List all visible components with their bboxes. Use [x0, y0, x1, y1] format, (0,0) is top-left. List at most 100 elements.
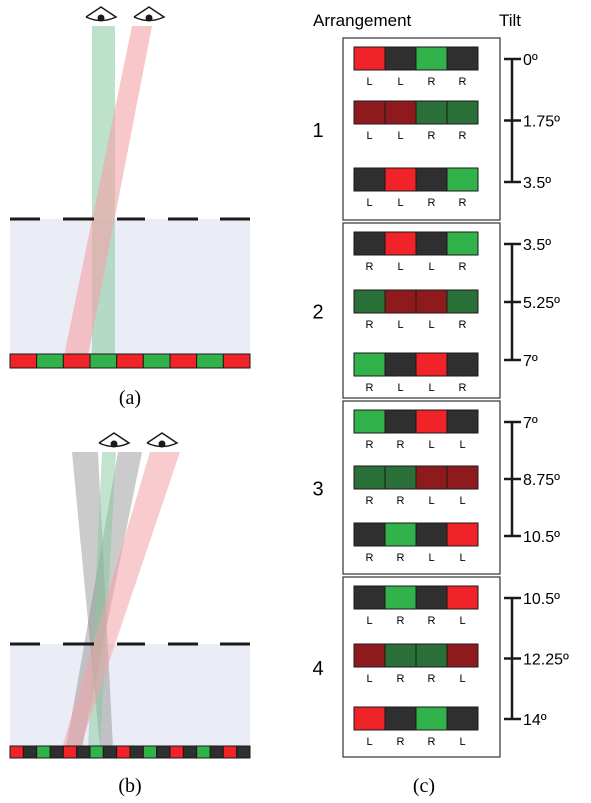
eye-side-letter: R — [428, 615, 436, 627]
eye-side-letter: L — [459, 615, 465, 627]
arrangement-cell — [354, 168, 385, 191]
arrangement-row: LLRR — [354, 101, 478, 142]
eye-side-letter: L — [428, 261, 434, 273]
strip-b-pixel — [103, 746, 116, 758]
arrangement-cell — [385, 232, 416, 255]
group-number: 4 — [312, 658, 323, 680]
strip-a-pixel — [143, 354, 170, 368]
arrangement-cell — [416, 410, 447, 433]
arrangement-cell — [354, 101, 385, 124]
panel-b: (b) — [10, 433, 250, 797]
eyes-b — [99, 433, 177, 448]
eye-side-letter: R — [366, 261, 374, 273]
strip-a-pixel — [223, 354, 250, 368]
strip-b-pixel — [130, 746, 143, 758]
slit-b-bar — [220, 643, 250, 646]
tilt-label: 8.75º — [523, 472, 560, 489]
eye-side-letter: R — [459, 382, 467, 394]
caption-b: (b) — [118, 775, 141, 797]
arrangement-cell — [416, 523, 447, 546]
eye-side-letter: R — [428, 197, 436, 209]
group-number: 3 — [312, 479, 323, 501]
arrangement-cell — [447, 168, 478, 191]
tilt-scale: 7º8.75º10.5º — [504, 415, 560, 546]
arrangement-cell — [385, 353, 416, 376]
arrangement-group: 2R L L RR L L RR L L R3.5º5.25º7º — [312, 223, 560, 398]
strip-b-pixel — [37, 746, 50, 758]
arrangement-cell — [447, 47, 478, 70]
caption-a: (a) — [119, 387, 141, 409]
strip-b-pixel — [223, 746, 236, 758]
arrangement-group: 4 L R R L L R R L L R R L 10.5º 12.25º 14º — [312, 577, 569, 757]
arrangement-cell — [416, 290, 447, 313]
arrangement-row: RRLL — [354, 523, 478, 564]
arrangement-cell — [416, 466, 447, 489]
strip-b-pixel — [183, 746, 196, 758]
strip-b-pixel — [23, 746, 36, 758]
eye-side-letter: L — [428, 319, 434, 331]
arrangement-cell — [354, 232, 385, 255]
eye-side-letter: R — [366, 495, 374, 507]
strip-a-pixel — [117, 354, 144, 368]
tilt-label: 0º — [523, 52, 538, 69]
eye-side-letter: R — [397, 552, 405, 564]
eye-side-letter: R — [459, 76, 467, 88]
tilt-label: 10.5º — [523, 591, 560, 608]
eye-icon — [99, 433, 129, 448]
eye-side-letter: R — [397, 495, 405, 507]
eye-side-letter: R — [428, 130, 436, 142]
tilt-label: 1.75º — [523, 114, 560, 131]
arrangement-cell — [385, 47, 416, 70]
strip-a-pixel — [37, 354, 64, 368]
arrangement-cell — [385, 586, 416, 609]
arrangement-cell — [385, 523, 416, 546]
strip-b-pixel — [10, 746, 23, 758]
arrangement-row: RRLL — [354, 466, 478, 507]
slit-a-bar — [117, 218, 145, 221]
tilt-label: 12.25º — [523, 652, 569, 669]
arrangement-cell — [447, 707, 478, 730]
eye-side-letter: L — [366, 673, 372, 685]
group-number: 1 — [312, 120, 323, 142]
arrangement-row: RLLR — [354, 290, 478, 331]
strip-b-pixel — [63, 746, 76, 758]
strip-b-pixel — [157, 746, 170, 758]
arrangement-cell — [416, 644, 447, 667]
eye-side-letter: R — [366, 552, 374, 564]
arrangement-cell — [354, 290, 385, 313]
eye-side-letter: L — [397, 130, 403, 142]
strip-a-pixel — [10, 354, 37, 368]
eye-side-letter: L — [459, 495, 465, 507]
arrangement-cell — [447, 353, 478, 376]
eye-side-letter: R — [366, 382, 374, 394]
eye-icon — [147, 433, 177, 448]
eye-side-letter: L — [397, 261, 403, 273]
eye-side-letter: R — [459, 261, 467, 273]
eye-side-letter: L — [366, 736, 372, 748]
arrangement-cell — [447, 523, 478, 546]
arrangement-cell — [416, 47, 447, 70]
caption-c: (c) — [413, 775, 435, 797]
strip-a-pixel — [197, 354, 224, 368]
slit-b-bar — [63, 643, 94, 646]
slit-b-bar — [117, 643, 145, 646]
strip-b-pixel — [237, 746, 250, 758]
panel-c: Arrangement Tilt 1L L R RL L R RL L R R0º1.75º3.5… — [312, 11, 569, 797]
arrangement-group: 3R R L LR R L LR R L L7º8.75º10.5º — [312, 401, 560, 574]
pixel-strip-a — [10, 354, 250, 368]
eye-side-letter: L — [366, 197, 372, 209]
strip-b-pixel — [143, 746, 156, 758]
strip-b-pixel — [197, 746, 210, 758]
eye-side-letter: R — [397, 673, 405, 685]
medium-block-a — [10, 219, 250, 354]
arrangement-cell — [354, 586, 385, 609]
arrangement-cell — [447, 410, 478, 433]
tilt-header: Tilt — [499, 11, 521, 30]
slit-a-bar — [10, 218, 40, 221]
eye-side-letter: R — [459, 319, 467, 331]
